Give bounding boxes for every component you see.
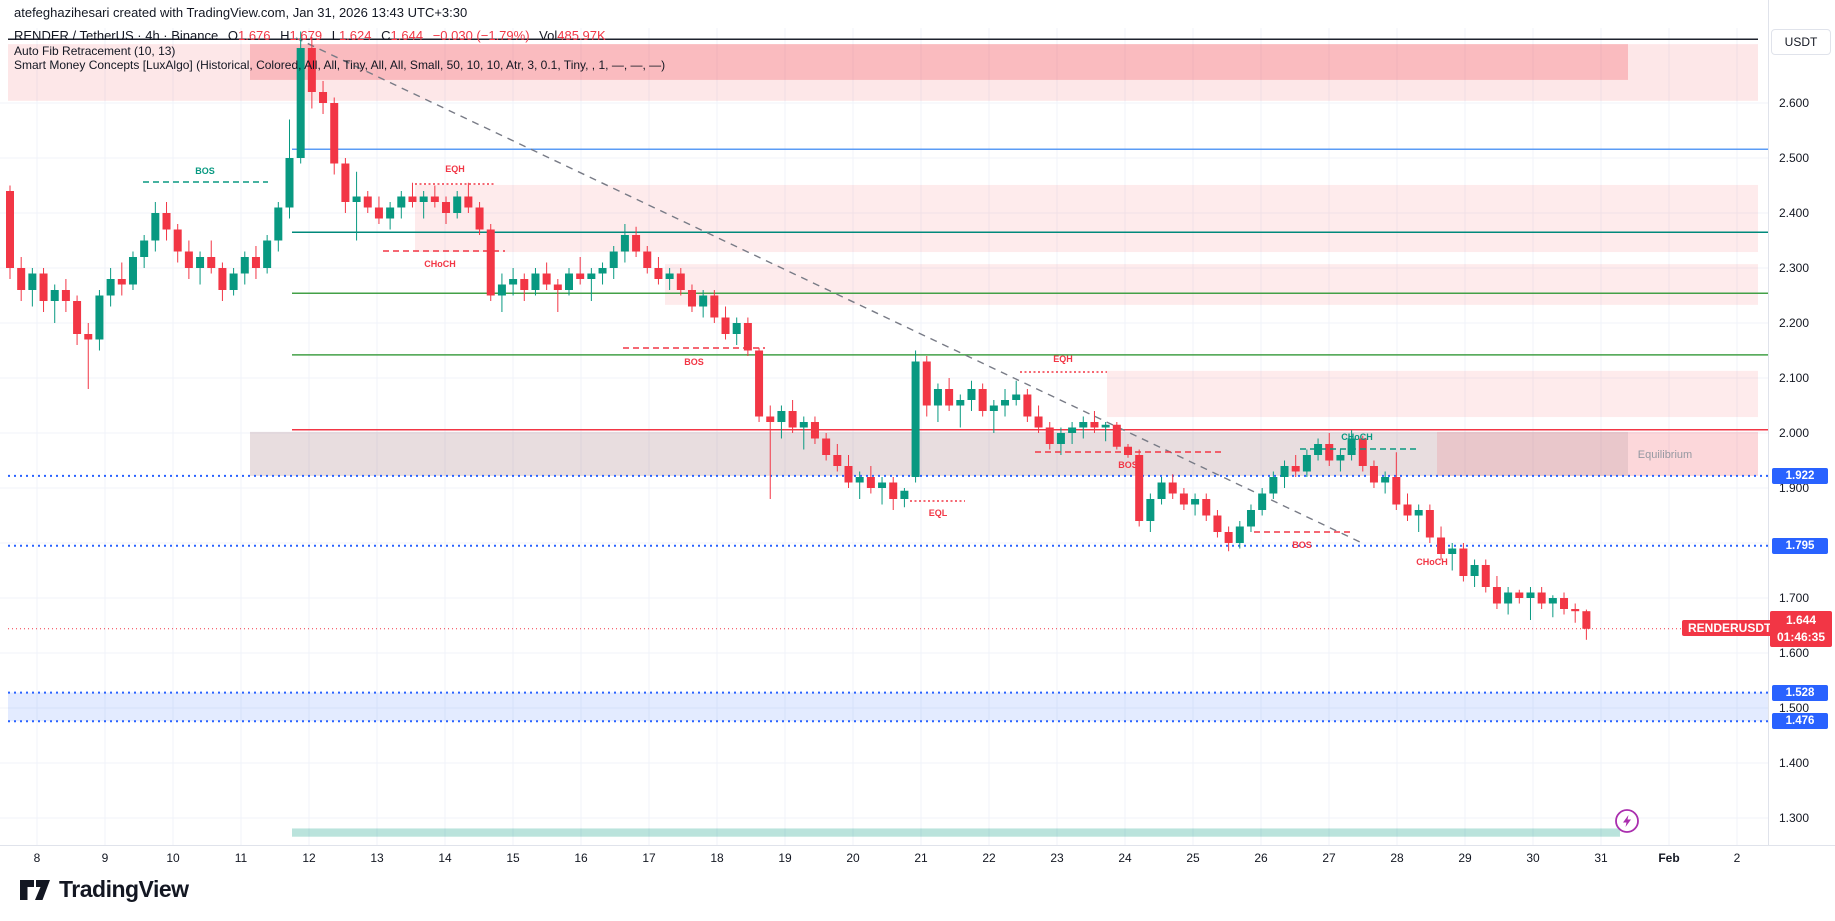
- time-tick-label: 18: [710, 851, 724, 865]
- symbol-title[interactable]: RENDER / TetherUS · 4h · Binance: [14, 28, 219, 43]
- flash-icon[interactable]: [1615, 809, 1639, 833]
- alert-price-badge: 1.922: [1772, 467, 1828, 484]
- time-tick-label: 29: [1458, 851, 1472, 865]
- indicator-fib-legend[interactable]: Auto Fib Retracement (10, 13): [14, 44, 176, 58]
- time-tick-label: 31: [1594, 851, 1608, 865]
- time-tick-label: 2: [1733, 851, 1741, 865]
- alert-price-badge: 1.795: [1772, 537, 1828, 554]
- tradingview-logo-mark: [20, 879, 50, 900]
- time-tick-label: 13: [370, 851, 384, 865]
- zone-equilibrium-pink: [250, 431, 1758, 476]
- time-tick-label: 25: [1186, 851, 1200, 865]
- symbol-header[interactable]: RENDER / TetherUS · 4h · Binance O1.676 …: [14, 28, 606, 43]
- volume-label: Vol: [539, 28, 558, 43]
- time-tick-label: 16: [574, 851, 588, 865]
- price-tick-label: 2.600: [1777, 96, 1812, 110]
- smc-zones: [8, 44, 1768, 837]
- alert-price-badge: 1.528: [1772, 684, 1828, 701]
- attribution-text: atefeghazihesari created with TradingVie…: [14, 5, 468, 20]
- price-tick-label: 2.400: [1777, 206, 1812, 220]
- tradingview-logo[interactable]: TradingView: [20, 876, 189, 903]
- zone-supply-1.96: [1437, 431, 1758, 476]
- smc-structure-lines: [143, 181, 1417, 533]
- change-value: −0.030 (−1.79%): [432, 28, 530, 43]
- ohlc-high-value: 1.679: [289, 28, 323, 43]
- current-price-value: 1.644: [1785, 612, 1817, 627]
- ohlc-low-value: 1.624: [338, 28, 372, 43]
- price-tick-label: 2.300: [1777, 261, 1812, 275]
- time-tick-label: 12: [302, 851, 316, 865]
- dotted-price-levels[interactable]: [8, 474, 1768, 723]
- descending-trendline[interactable]: [295, 37, 1361, 543]
- ohlc-open-label: O: [227, 28, 238, 43]
- zone-equilibrium-gray: [250, 431, 1628, 476]
- time-tick-label: 9: [101, 851, 109, 865]
- alert-price-badge: 1.476: [1772, 713, 1828, 730]
- time-tick-label: 27: [1322, 851, 1336, 865]
- price-tick-label: 1.500: [1777, 701, 1812, 715]
- indicator-smc-legend[interactable]: Smart Money Concepts [LuxAlgo] (Historic…: [14, 58, 666, 72]
- volume-value: 485.97K: [557, 28, 606, 43]
- time-tick-label: 19: [778, 851, 792, 865]
- ohlc-close-value: 1.644: [390, 28, 424, 43]
- time-axis[interactable]: 8 9 10 11 12 13 14 15 16 17 18 19 20 21 22 23 24 25 26 27 28…: [0, 845, 1835, 870]
- time-tick-label: 28: [1390, 851, 1404, 865]
- time-tick-label: 10: [166, 851, 180, 865]
- candles: [6, 31, 1591, 640]
- time-tick-label: 15: [506, 851, 520, 865]
- grid: [0, 28, 1768, 845]
- ohlc-open-value: 1.676: [237, 28, 271, 43]
- price-tick-label: 1.600: [1777, 646, 1812, 660]
- time-tick-label: 21: [914, 851, 928, 865]
- zone-supply-2.40: [415, 184, 1758, 253]
- price-tick-label: 2.000: [1777, 426, 1812, 440]
- zone-demand-blue: [8, 692, 1768, 722]
- time-tick-label: 17: [642, 851, 656, 865]
- time-tick-label: 30: [1526, 851, 1540, 865]
- price-tick-label: 2.500: [1777, 151, 1812, 165]
- time-tick-label: 8: [33, 851, 41, 865]
- currency-toggle[interactable]: USDT: [1771, 29, 1831, 55]
- zone-fib-band-low: [292, 828, 1620, 837]
- price-tick-label: 1.700: [1777, 591, 1812, 605]
- time-tick-label: Feb: [1658, 851, 1680, 865]
- tradingview-logo-text: TradingView: [59, 876, 189, 902]
- zone-supply-2.27: [665, 264, 1758, 305]
- price-tick-label: 1.300: [1777, 811, 1812, 825]
- time-tick-label: 26: [1254, 851, 1268, 865]
- price-tick-label: 1.900: [1777, 481, 1812, 495]
- current-symbol-tag: RENDERUSDT: [1682, 619, 1778, 636]
- price-axis[interactable]: 2.600 2.500 2.400 2.300 2.200 2.100 2.000 1.900…: [1768, 0, 1835, 845]
- zone-supply-2.07: [1107, 370, 1758, 418]
- time-tick-label: 11: [234, 851, 248, 865]
- fib-retracement-lines[interactable]: [8, 38, 1768, 431]
- ohlc-low-label: L: [331, 28, 339, 43]
- current-price-badge: 1.644 01:46:35: [1770, 610, 1832, 647]
- time-tick-label: 14: [438, 851, 452, 865]
- price-tick-label: 1.400: [1777, 756, 1812, 770]
- time-tick-label: 24: [1118, 851, 1132, 865]
- price-tick-label: 2.200: [1777, 316, 1812, 330]
- time-tick-label: 20: [846, 851, 860, 865]
- price-tick-label: 2.100: [1777, 371, 1812, 385]
- bar-countdown: 01:46:35: [1776, 629, 1826, 644]
- zone-supply-top-dark: [250, 44, 1628, 80]
- ohlc-high-label: H: [280, 28, 290, 43]
- time-tick-label: 23: [1050, 851, 1064, 865]
- ohlc-close-label: C: [381, 28, 391, 43]
- time-tick-label: 22: [982, 851, 996, 865]
